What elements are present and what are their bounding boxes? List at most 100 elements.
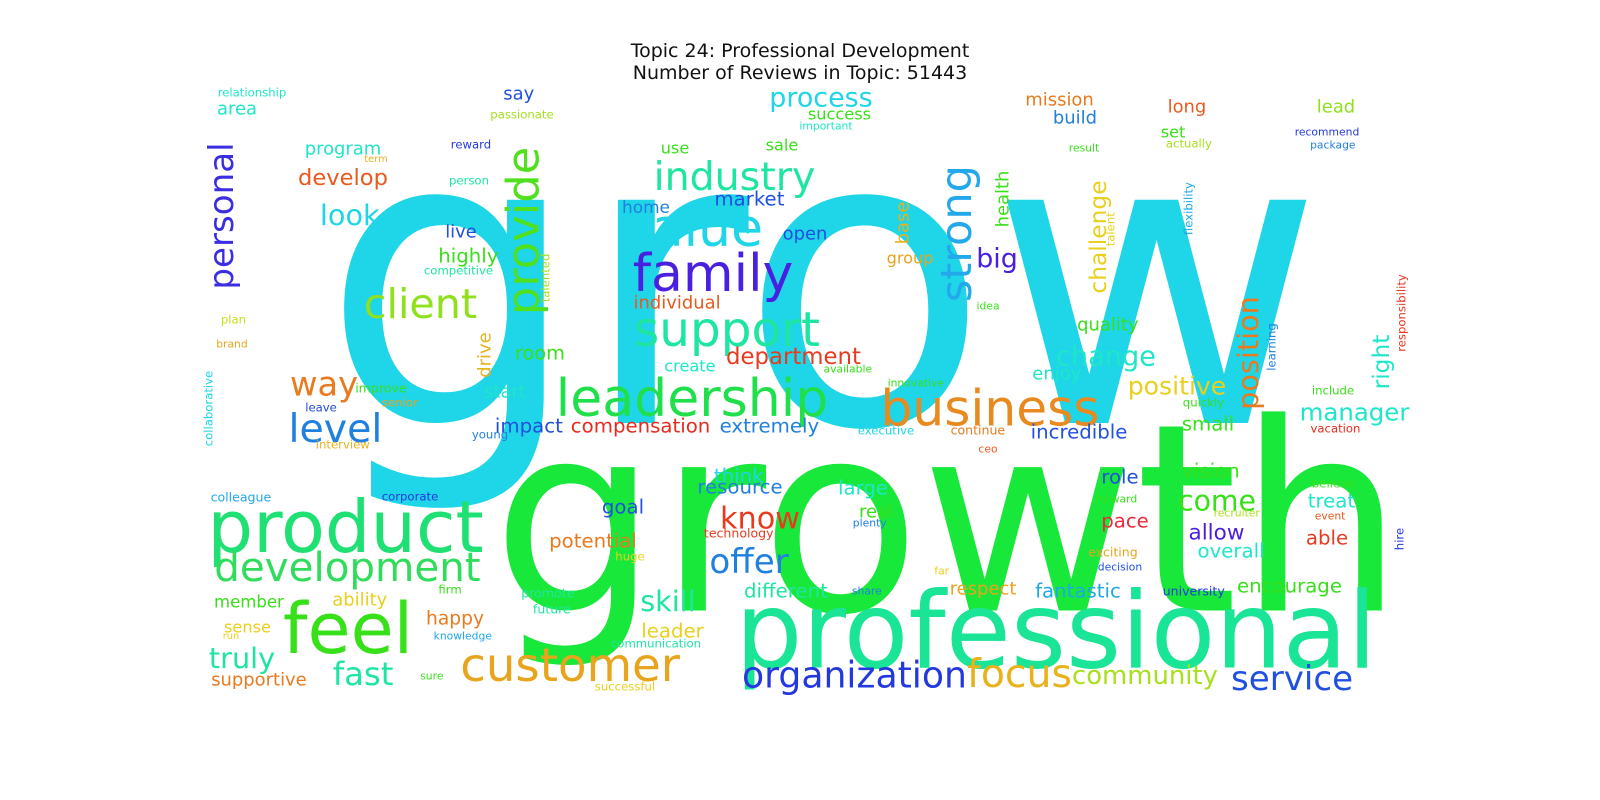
word-technology: technology — [704, 526, 774, 541]
word-person: person — [449, 174, 489, 188]
word-growth: growth — [492, 368, 1404, 673]
word-respect: respect — [950, 579, 1017, 600]
word-group: group — [887, 249, 934, 268]
word-professional: professional — [735, 570, 1377, 693]
word-sure: sure — [420, 670, 444, 683]
word-challenge: challenge — [1084, 180, 1112, 293]
word-huge: huge — [615, 550, 644, 564]
word-plenty: plenty — [853, 517, 887, 530]
word-overall: overall — [1198, 540, 1265, 563]
word-interview: interview — [316, 438, 370, 452]
word-role: role — [1101, 466, 1138, 489]
word-way: way — [290, 365, 358, 404]
word-home: home — [622, 197, 670, 217]
word-department: department — [726, 344, 861, 370]
word-treat: treat — [1308, 490, 1356, 513]
word-change: change — [1056, 342, 1156, 373]
word-talented: talented — [539, 254, 553, 303]
word-fantastic: fantastic — [1035, 580, 1121, 603]
word-happy: happy — [426, 609, 484, 630]
word-extremely: extremely — [720, 415, 820, 438]
word-exciting: exciting — [1088, 545, 1137, 560]
word-university: university — [1163, 584, 1226, 599]
word-allow: allow — [1189, 521, 1245, 546]
word-young: young — [472, 428, 508, 442]
word-vision: vision — [1182, 460, 1240, 483]
word-senior: senior — [382, 396, 418, 410]
word-run: run — [223, 631, 240, 642]
word-fast: fast — [333, 655, 394, 693]
word-manager: manager — [1300, 398, 1411, 427]
word-communication: communication — [611, 637, 701, 651]
word-forward: forward — [1096, 493, 1137, 506]
word-term: term — [364, 154, 387, 165]
word-potential: potential — [549, 530, 637, 553]
word-quality: quality — [1077, 315, 1139, 336]
word-member: member — [214, 593, 284, 612]
word-provide: provide — [497, 147, 550, 315]
word-family: family — [633, 244, 794, 304]
word-talent: talent — [1104, 212, 1118, 247]
word-create: create — [664, 357, 715, 376]
word-resource: resource — [697, 476, 782, 499]
word-customer: customer — [460, 639, 681, 693]
chart-title: Topic 24: Professional Development — [630, 40, 970, 62]
chart-subtitle: Number of Reviews in Topic: 51443 — [632, 62, 968, 84]
word-truly: truly — [209, 641, 275, 675]
word-development: development — [214, 544, 480, 591]
word-start: start — [484, 382, 526, 403]
word-brand: brand — [216, 338, 248, 351]
word-build: build — [1053, 108, 1097, 129]
word-believe: believe — [1312, 477, 1354, 491]
word-goal: goal — [602, 496, 644, 519]
word-process: process — [769, 83, 872, 114]
word-highly: highly — [438, 245, 499, 268]
word-actually: actually — [1166, 137, 1212, 151]
word-real: real — [859, 502, 893, 523]
word-personal: personal — [202, 142, 242, 289]
word-responsibility: responsibility — [1395, 274, 1409, 352]
word-strong: strong — [932, 165, 982, 302]
word-right: right — [1367, 335, 1395, 390]
word-plan: plan — [221, 313, 246, 327]
word-ceo: ceo — [978, 443, 997, 456]
word-available: available — [824, 363, 873, 376]
word-come: come — [1178, 485, 1256, 518]
word-position: position — [1231, 296, 1265, 410]
word-pace: pace — [1101, 510, 1149, 533]
word-recruiter: recruiter — [1214, 507, 1261, 520]
word-future: future — [533, 602, 571, 617]
word-market: market — [714, 188, 784, 211]
word-different: different — [744, 580, 828, 603]
word-business: business — [881, 379, 1100, 438]
word-package: package — [1310, 139, 1356, 152]
word-long: long — [1168, 97, 1207, 118]
word-ability: ability — [332, 590, 387, 611]
word-include: include — [1312, 384, 1354, 398]
word-community: community — [1072, 661, 1218, 691]
word-success: success — [808, 105, 871, 124]
word-impact: impact — [495, 415, 563, 438]
word-think: think — [714, 465, 764, 488]
word-live: live — [445, 222, 477, 243]
word-area: area — [217, 99, 257, 120]
word-result: result — [1069, 142, 1099, 155]
word-develop: develop — [298, 165, 388, 191]
word-supportive: supportive — [211, 670, 307, 691]
word-skill: skill — [640, 584, 696, 618]
word-sale: sale — [766, 136, 799, 155]
word-use: use — [661, 139, 690, 158]
word-passionate: passionate — [490, 108, 553, 122]
word-leader: leader — [641, 620, 704, 643]
word-industry: industry — [654, 154, 816, 200]
word-large: large — [838, 477, 888, 500]
word-look: look — [320, 198, 380, 232]
word-set: set — [1161, 123, 1186, 142]
word-collaborative: collaborative — [202, 371, 216, 447]
word-small: small — [1182, 413, 1235, 436]
word-hire: hire — [1393, 528, 1407, 550]
word-program: program — [305, 139, 382, 160]
word-enjoy: enjoy — [1032, 364, 1081, 385]
word-able: able — [1306, 527, 1348, 550]
